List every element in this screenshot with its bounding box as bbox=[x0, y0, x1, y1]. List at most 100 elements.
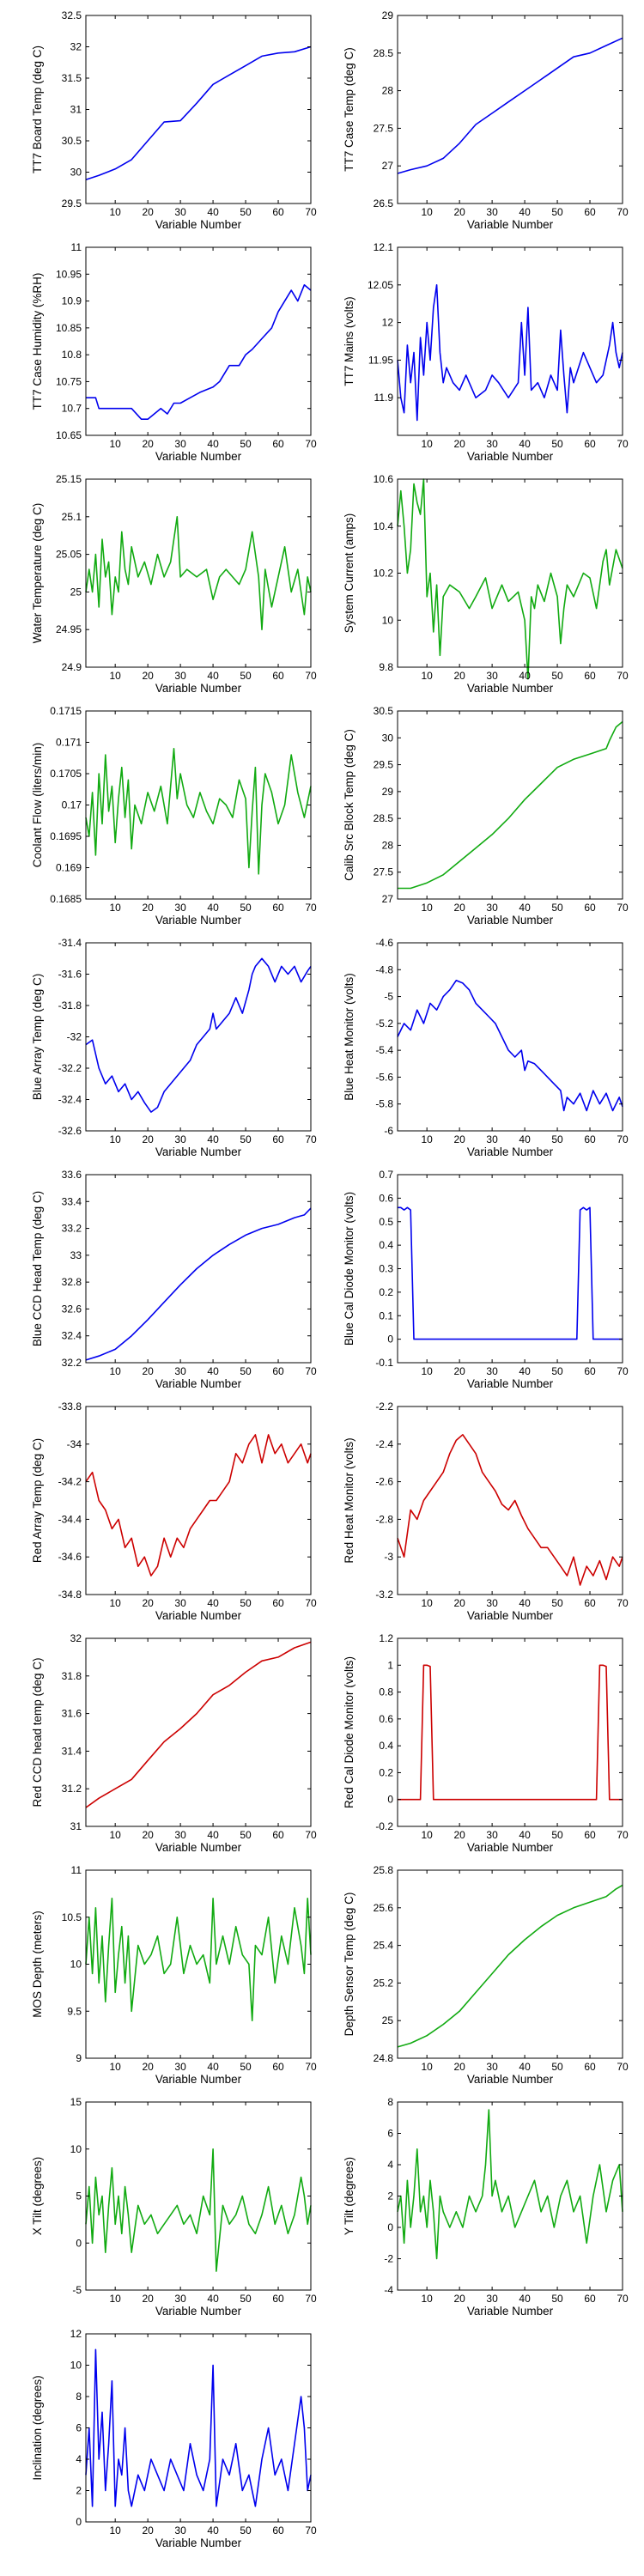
y-tick-label: 11.95 bbox=[368, 354, 393, 366]
chart-panel: 10 20 30 40 50 60 70 9.8 10 10.2 10.4 10.6 Variable … bbox=[343, 473, 629, 695]
plot-frame bbox=[397, 15, 623, 204]
y-tick-label: -31.8 bbox=[58, 999, 82, 1012]
y-tick-label: -2.6 bbox=[375, 1476, 393, 1488]
y-axis-label: Water Temperature (deg C) bbox=[31, 503, 44, 644]
plot-frame bbox=[85, 15, 312, 204]
x-tick-label: 10 bbox=[421, 1365, 433, 1377]
y-tick-label: 0.1705 bbox=[50, 768, 82, 780]
y-tick-label: 11.9 bbox=[374, 392, 394, 404]
y-tick-label: 31 bbox=[70, 1820, 82, 1832]
x-tick-label: 60 bbox=[272, 2293, 284, 2305]
x-tick-label: 70 bbox=[305, 670, 317, 682]
chart-panel: 10 20 30 40 50 60 70 29.5 30 30.5 31 31.5 32 32.5 Vari… bbox=[31, 9, 317, 231]
y-tick-label: 27.5 bbox=[374, 122, 394, 134]
x-tick-label: 10 bbox=[109, 1365, 121, 1377]
series-line bbox=[85, 46, 312, 181]
y-tick-label: 33.2 bbox=[62, 1223, 82, 1235]
x-tick-label: 70 bbox=[617, 438, 629, 450]
x-tick-label: 70 bbox=[305, 438, 317, 450]
x-tick-label: 50 bbox=[240, 1133, 252, 1145]
y-tick-label: -4.8 bbox=[375, 963, 393, 975]
x-tick-label: 20 bbox=[142, 1365, 154, 1377]
y-tick-label: 0.8 bbox=[379, 1686, 393, 1698]
x-tick-label: 70 bbox=[617, 670, 629, 682]
y-tick-label: 32.5 bbox=[62, 9, 82, 21]
series-line bbox=[397, 1884, 623, 2048]
x-tick-label: 60 bbox=[272, 1597, 284, 1609]
y-tick-label: 0.2 bbox=[379, 1766, 393, 1778]
x-tick-label: 20 bbox=[142, 1133, 154, 1145]
series-line bbox=[398, 1664, 623, 1801]
chart-panel: 10 20 30 40 50 60 70 9 9.5 10 10.5 11 Variable Numbe… bbox=[31, 1864, 317, 2086]
x-axis-label: Variable Number bbox=[467, 2305, 554, 2318]
y-tick-label: 10 bbox=[70, 2143, 82, 2155]
y-tick-label: 0.1715 bbox=[50, 705, 82, 717]
chart-panel: 10 20 30 40 50 60 70 24.8 25 25.2 25.4 25.6 25.8 Vari… bbox=[343, 1864, 629, 2086]
plot-frame bbox=[85, 942, 312, 1132]
x-axis-label: Variable Number bbox=[155, 1377, 242, 1390]
y-tick-label: 10.65 bbox=[56, 429, 82, 441]
x-tick-label: 70 bbox=[305, 2524, 317, 2537]
plot-frame bbox=[397, 1174, 623, 1364]
x-axis-label: Variable Number bbox=[155, 1609, 242, 1622]
y-tick-label: 27.5 bbox=[374, 866, 394, 878]
x-tick-label: 20 bbox=[453, 902, 465, 914]
series-line bbox=[398, 720, 623, 890]
y-tick-label: 4 bbox=[76, 2453, 82, 2465]
x-tick-label: 50 bbox=[551, 1829, 563, 1841]
y-tick-label: -2.4 bbox=[375, 1438, 393, 1450]
x-tick-label: 40 bbox=[519, 438, 531, 450]
x-axis-label: Variable Number bbox=[155, 218, 242, 231]
x-tick-label: 50 bbox=[240, 206, 252, 218]
x-tick-label: 40 bbox=[519, 902, 531, 914]
chart-panel: 10 20 30 40 50 60 70 26.5 27 27.5 28 28.5 29 Variable… bbox=[343, 9, 629, 231]
x-tick-label: 20 bbox=[142, 2293, 154, 2305]
x-tick-label: 50 bbox=[240, 670, 252, 682]
x-tick-label: 70 bbox=[617, 2293, 629, 2305]
x-tick-label: 10 bbox=[109, 902, 121, 914]
x-tick-label: 40 bbox=[519, 2061, 531, 2073]
y-tick-label: 0.169 bbox=[56, 862, 82, 874]
y-tick-label: 31.8 bbox=[62, 1670, 82, 1682]
y-tick-label: 32.2 bbox=[62, 1357, 82, 1369]
y-tick-label: -34 bbox=[67, 1438, 82, 1450]
x-tick-label: 40 bbox=[519, 1133, 531, 1145]
series-line bbox=[85, 1898, 312, 2021]
y-axis-label: Blue CCD Head Temp (deg C) bbox=[31, 1191, 44, 1346]
y-tick-label: 0 bbox=[76, 2516, 82, 2528]
x-tick-label: 70 bbox=[305, 206, 317, 218]
x-tick-label: 30 bbox=[174, 206, 186, 218]
y-tick-label: 28.5 bbox=[374, 812, 394, 824]
y-tick-label: 12 bbox=[382, 317, 394, 329]
y-tick-label: 32 bbox=[70, 1632, 82, 1644]
y-tick-label: 8 bbox=[387, 2096, 393, 2108]
y-tick-label: 25.1 bbox=[62, 511, 82, 523]
x-tick-label: 30 bbox=[174, 1365, 186, 1377]
plot-frame bbox=[397, 1869, 623, 2059]
y-tick-label: -34.8 bbox=[58, 1589, 82, 1601]
y-tick-label: -34.4 bbox=[58, 1513, 82, 1525]
series-line bbox=[397, 1434, 623, 1586]
y-tick-label: -32.2 bbox=[58, 1062, 82, 1074]
x-tick-label: 50 bbox=[551, 2061, 563, 2073]
chart-panel: 10 20 30 40 50 60 70 -0.2 0 0.2 0.4 0.6 0.8 1 1.2 Varia… bbox=[343, 1632, 629, 1854]
y-tick-label: -0.2 bbox=[375, 1820, 393, 1832]
y-tick-label: 10.8 bbox=[62, 349, 82, 361]
y-tick-label: 29.5 bbox=[374, 759, 394, 771]
x-tick-label: 10 bbox=[421, 902, 433, 914]
x-tick-label: 60 bbox=[584, 206, 596, 218]
x-tick-label: 20 bbox=[142, 902, 154, 914]
x-tick-label: 10 bbox=[421, 1133, 433, 1145]
y-tick-label: 1.2 bbox=[379, 1632, 393, 1644]
chart-panel: 10 20 30 40 50 60 70 -0.1 0 0.1 0.2 0.3 0.4 0.5 0.6 0.7… bbox=[343, 1169, 629, 1390]
x-tick-label: 60 bbox=[272, 206, 284, 218]
plot-frame bbox=[85, 246, 312, 436]
y-axis-label: Calib Src Block Temp (deg C) bbox=[343, 729, 355, 881]
x-tick-label: 30 bbox=[486, 670, 498, 682]
y-tick-label: 0 bbox=[387, 1794, 393, 1806]
chart-panel: 10 20 30 40 50 60 70 32.2 32.4 32.6 32.8 33 33.2 33.4… bbox=[31, 1169, 317, 1390]
x-tick-label: 30 bbox=[486, 1597, 498, 1609]
x-tick-label: 50 bbox=[240, 2293, 252, 2305]
x-tick-label: 10 bbox=[421, 2061, 433, 2073]
y-tick-label: 25 bbox=[70, 586, 82, 598]
